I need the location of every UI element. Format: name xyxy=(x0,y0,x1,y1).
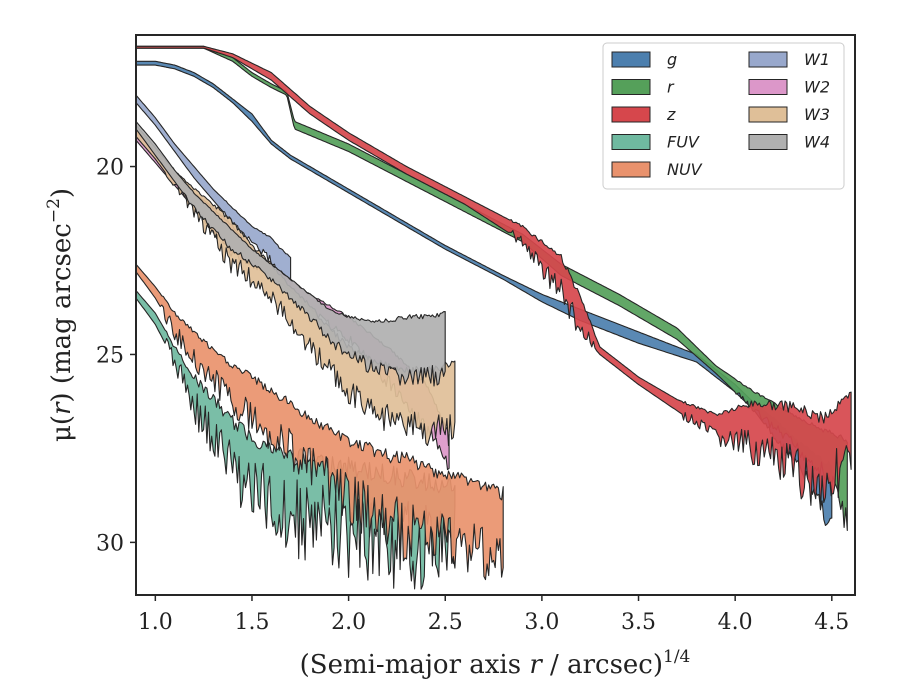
legend-label-NUV: NUV xyxy=(667,160,703,179)
legend-label-W1: W1 xyxy=(804,50,830,69)
legend-swatch-g xyxy=(611,51,651,68)
series-band-z xyxy=(136,45,852,511)
x-tick-label: 4.5 xyxy=(814,610,849,635)
series-band-NUV xyxy=(136,263,504,581)
y-tick-label: 20 xyxy=(96,156,124,181)
y-axis-ticks: 20 25 30 xyxy=(96,156,136,556)
x-tick-label: 1.0 xyxy=(138,610,173,635)
legend-swatch-z xyxy=(611,106,651,123)
y-tick-label: 25 xyxy=(96,343,124,368)
series-band-g xyxy=(136,60,833,526)
x-axis-ticks: 1.0 1.5 2.0 2.5 3.0 3.5 4.0 4.5 xyxy=(138,595,849,635)
legend-label-g: g xyxy=(667,50,677,69)
x-tick-label: 4.0 xyxy=(718,610,753,635)
x-tick-label: 1.5 xyxy=(234,610,269,635)
legend-label-W4: W4 xyxy=(804,133,830,152)
x-tick-label: 3.0 xyxy=(524,610,559,635)
x-tick-label: 2.5 xyxy=(428,610,463,635)
legend-swatch-W1 xyxy=(748,51,788,68)
x-tick-label: 3.5 xyxy=(621,610,656,635)
legend-label-W2: W2 xyxy=(804,78,830,97)
legend-swatch-W4 xyxy=(748,134,788,150)
legend: grz FUV NUV W1 W2 W3 W4 xyxy=(602,42,845,190)
x-tick-label: 2.0 xyxy=(331,610,366,635)
legend-label-FUV: FUV xyxy=(667,133,700,152)
legend-swatch-FUV xyxy=(611,134,651,150)
legend-swatch-W3 xyxy=(748,106,788,123)
legend-swatch-NUV xyxy=(611,161,651,178)
legend-label-W3: W3 xyxy=(804,105,830,124)
legend-label-z: z xyxy=(666,105,676,124)
series-band-W4 xyxy=(136,120,446,387)
y-axis-label: μ(r) (mag arcsec−2) xyxy=(44,188,77,442)
y-tick-label: 30 xyxy=(96,531,124,556)
series-layer xyxy=(136,45,852,590)
plot-frame xyxy=(135,34,856,596)
x-axis-label: (Semi-major axis r / arcsec)1/4 xyxy=(300,647,691,680)
legend-swatch-W2 xyxy=(748,79,788,95)
legend-swatch-r xyxy=(611,79,651,95)
legend-label-r: r xyxy=(667,78,675,97)
series-band-r xyxy=(136,45,848,532)
